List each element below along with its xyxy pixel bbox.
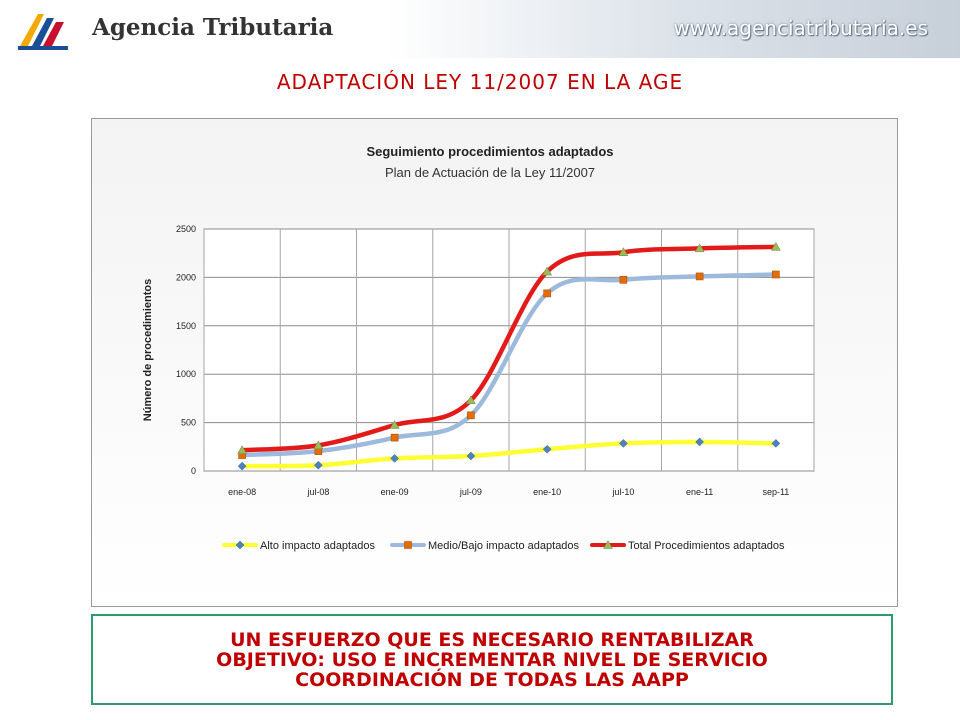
series-3-point <box>542 266 553 276</box>
x-tick-label: ene-09 <box>381 487 409 497</box>
chart-subtitle: Plan de Actuación de la Ley 11/2007 <box>385 165 595 180</box>
message-line-2: OBJETIVO: USO E INCREMENTAR NIVEL DE SER… <box>216 648 768 671</box>
website-url[interactable]: www.agenciatributaria.es <box>673 16 928 40</box>
series-2-point <box>695 272 704 281</box>
series-1-point <box>695 437 704 447</box>
y-axis-label: Número de procedimientos <box>142 279 154 421</box>
x-tick-label: jul-08 <box>306 487 329 497</box>
series-1-point <box>542 444 552 454</box>
message-line-3: COORDINACIÓN DE TODAS LAS AAPP <box>295 668 689 691</box>
series-3-point <box>389 420 400 429</box>
series-3-point <box>465 395 476 405</box>
legend-marker-1 <box>235 540 245 550</box>
series-3-point <box>694 243 705 253</box>
legend-marker-2 <box>404 541 412 549</box>
series-line-2 <box>239 272 779 458</box>
y-tick-label: 1000 <box>176 369 196 379</box>
x-tick-label: jul-09 <box>459 487 482 497</box>
series-1-point <box>390 454 399 463</box>
y-tick-label: 500 <box>181 418 196 428</box>
x-tick-label: ene-11 <box>686 487 713 497</box>
y-tick-label: 2500 <box>176 224 196 234</box>
x-tick-label: ene-08 <box>228 487 256 497</box>
series-3-point <box>313 440 324 450</box>
series-3-point <box>770 241 781 251</box>
series-line-1 <box>239 439 779 469</box>
message-box: UN ESFUERZO QUE ES NECESARIO RENTABILIZA… <box>91 614 893 705</box>
brand-name: Agencia Tributaria <box>92 14 334 41</box>
slide-title: ADAPTACIÓN LEY 11/2007 EN LA AGE <box>276 70 684 94</box>
line-chart: Seguimiento procedimientos adaptados Plan… <box>142 144 815 552</box>
chart-container: Seguimiento procedimientos adaptados Plan… <box>91 118 898 607</box>
legend-label-3: Total Procedimientos adaptados <box>628 540 785 552</box>
series-1-point <box>314 460 323 470</box>
series-2-point <box>772 270 780 279</box>
series-1-point <box>619 439 628 448</box>
legend-marker-3 <box>603 539 613 549</box>
series-2-point <box>543 289 551 298</box>
y-tick-label: 1500 <box>176 321 196 331</box>
legend-label-1: Alto impacto adaptados <box>260 540 375 552</box>
series-1-point <box>466 451 476 461</box>
series-line-3 <box>239 244 779 453</box>
message-line-1: UN ESFUERZO QUE ES NECESARIO RENTABILIZA… <box>230 628 754 651</box>
series-2-point <box>467 411 475 420</box>
chart-title: Seguimiento procedimientos adaptados <box>366 144 613 159</box>
agencia-tributaria-logo-icon <box>14 6 76 52</box>
y-tick-label: 0 <box>191 466 196 476</box>
series-2-point <box>390 433 399 442</box>
legend-label-2: Medio/Bajo impacto adaptados <box>428 540 580 552</box>
x-tick-label: ene-10 <box>533 487 561 497</box>
x-tick-label: sep-11 <box>762 487 789 497</box>
series-3-point <box>237 445 248 454</box>
y-tick-label: 2000 <box>176 272 196 282</box>
header-bar: Agencia Tributaria www.agenciatributaria… <box>0 0 960 58</box>
series-1-point <box>771 439 781 448</box>
x-tick-label: jul-10 <box>611 487 634 497</box>
series-3-point <box>618 247 629 256</box>
series-2-point <box>619 276 628 284</box>
series-1-point <box>237 461 247 471</box>
